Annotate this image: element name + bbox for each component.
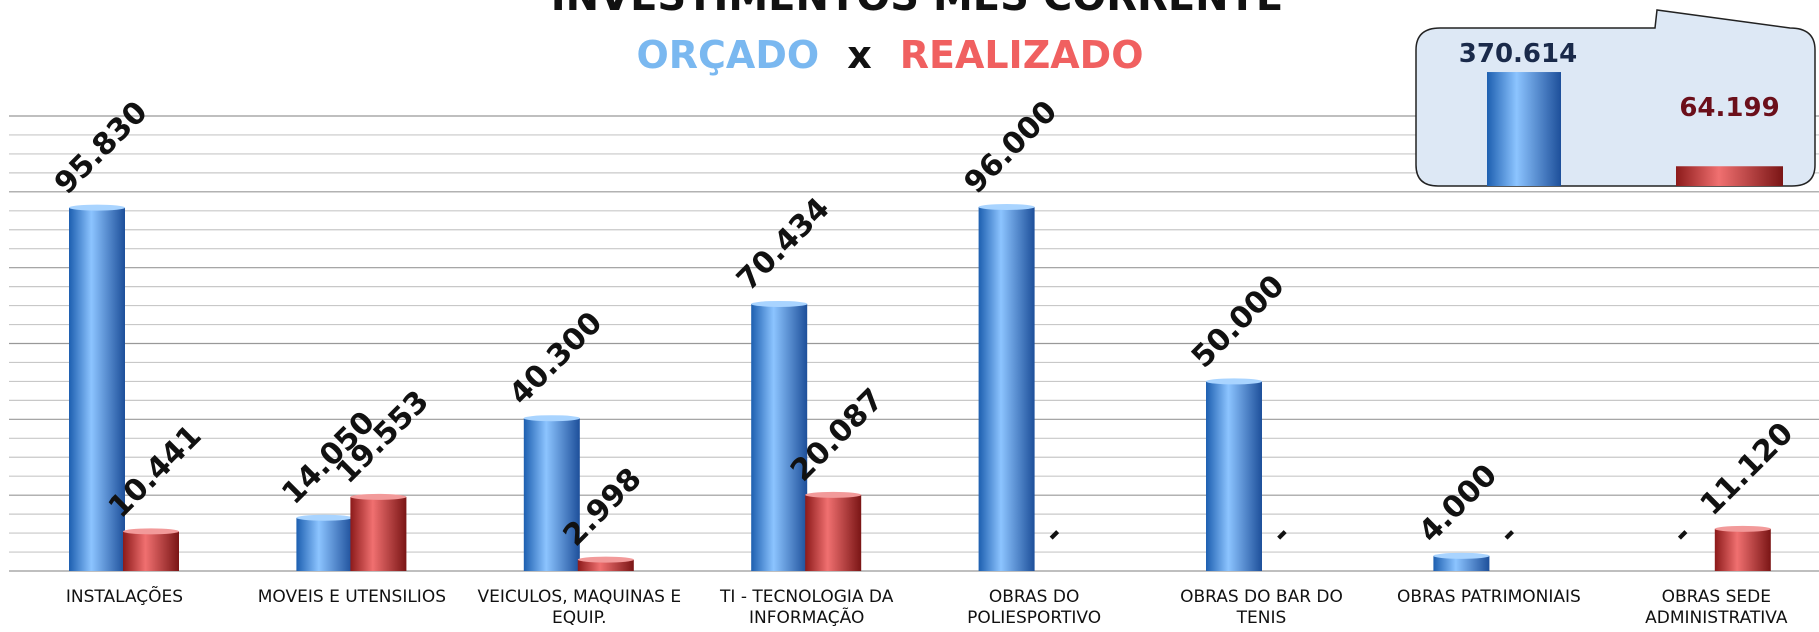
bar-cap bbox=[751, 300, 808, 307]
bar bbox=[350, 496, 407, 571]
bar-cap bbox=[1206, 378, 1262, 385]
bar-cap bbox=[805, 491, 862, 498]
data-label: 95.830 bbox=[48, 95, 155, 202]
bar bbox=[577, 559, 634, 571]
chart-title: INVESTIMENTOS MÊS CORRENTE bbox=[551, 0, 1283, 20]
bar bbox=[523, 418, 580, 571]
bar-cap bbox=[350, 493, 407, 500]
bar bbox=[1714, 528, 1771, 571]
x-tick-label: MOVEIS E UTENSILIOS bbox=[257, 587, 446, 607]
subtitle: ORÇADO x REALIZADO bbox=[636, 33, 1143, 77]
bar bbox=[751, 303, 808, 571]
bar-cap bbox=[523, 415, 580, 422]
total-bar bbox=[1487, 72, 1561, 186]
total-label: 370.614 bbox=[1459, 39, 1577, 69]
total-bar bbox=[1676, 166, 1783, 186]
bar-cap bbox=[577, 556, 634, 563]
total-label: 64.199 bbox=[1679, 93, 1779, 123]
data-label: - bbox=[1265, 518, 1299, 552]
bar-cap bbox=[123, 528, 179, 535]
x-tick-label: TI - TECNOLOGIA DA INFORMAÇÃO bbox=[720, 587, 894, 628]
bar bbox=[978, 207, 1035, 571]
bar-cap bbox=[978, 204, 1035, 210]
bar bbox=[123, 531, 179, 571]
data-label: 11.120 bbox=[1694, 416, 1801, 523]
legend-entry: ORÇADO bbox=[636, 33, 819, 77]
data-label: 96.000 bbox=[958, 94, 1065, 201]
legend-entry: REALIZADO bbox=[900, 33, 1144, 77]
bar-cap bbox=[69, 204, 125, 211]
legend-separator: x bbox=[847, 33, 872, 77]
bar-cap bbox=[1433, 552, 1490, 559]
bar-cap bbox=[1714, 525, 1771, 532]
bar-cap bbox=[296, 514, 353, 521]
bar bbox=[1433, 555, 1490, 571]
data-label: - bbox=[1665, 518, 1699, 552]
x-tick-label: OBRAS DO POLIESPORTIVO bbox=[967, 587, 1102, 628]
x-tick-label: OBRAS PATRIMONIAIS bbox=[1396, 587, 1581, 607]
data-label: 70.434 bbox=[730, 191, 837, 298]
data-label: 4.000 bbox=[1412, 458, 1504, 550]
bar bbox=[69, 207, 125, 571]
data-label: 50.000 bbox=[1185, 268, 1292, 375]
data-label: 40.300 bbox=[503, 305, 610, 412]
data-label: - bbox=[1037, 518, 1071, 552]
x-tick-label: OBRAS SEDE ADMINISTRATIVA bbox=[1645, 587, 1788, 628]
x-tick-label: INSTALAÇÕES bbox=[65, 587, 184, 607]
bar bbox=[1206, 381, 1262, 571]
x-tick-label: OBRAS DO BAR DO TENIS bbox=[1180, 587, 1343, 628]
x-tick-label: VEICULOS, MAQUINAS E EQUIP. bbox=[477, 587, 682, 628]
data-label: - bbox=[1492, 518, 1526, 552]
bar bbox=[296, 517, 353, 571]
bar bbox=[805, 494, 862, 571]
